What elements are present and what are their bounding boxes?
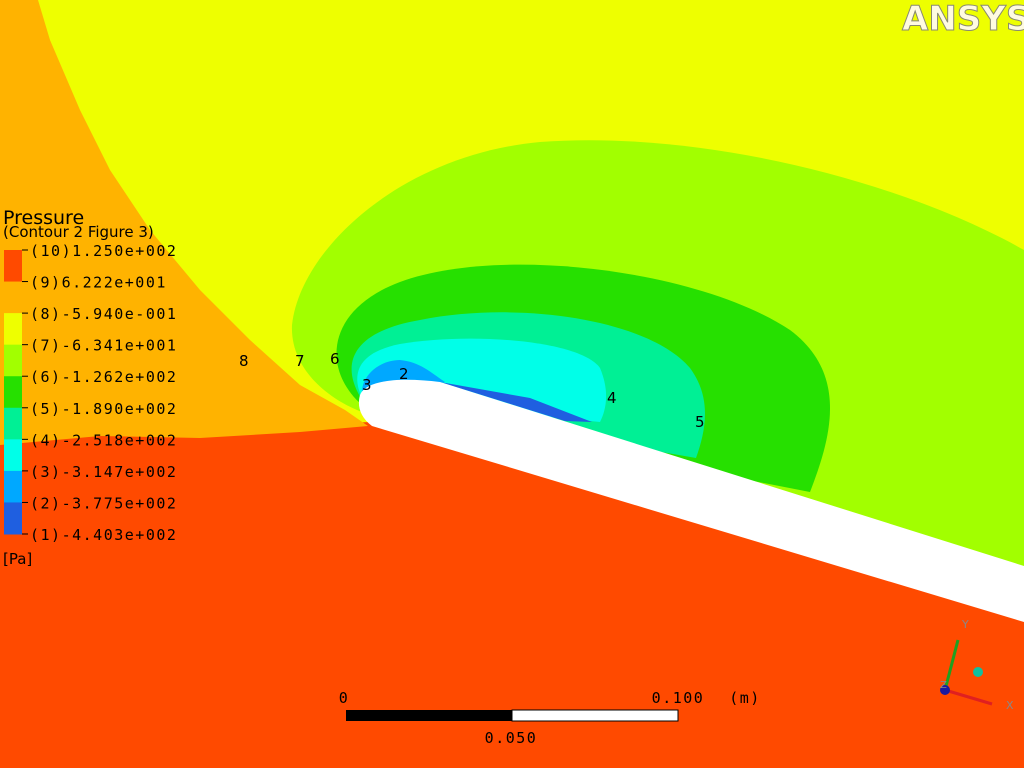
- contour-label: 5: [695, 413, 705, 431]
- triad-y-axis: [943, 639, 960, 691]
- legend-level: (3)-3.147e+002: [30, 463, 177, 481]
- scale-bar-white: [511, 709, 679, 722]
- legend-swatch: [4, 376, 22, 409]
- legend-swatch: [4, 313, 22, 346]
- scale-start: 0: [339, 689, 350, 707]
- triad-ball: [973, 667, 983, 677]
- scale-middle: 0.050: [485, 729, 538, 747]
- contour-label: 7: [295, 352, 305, 370]
- legend-unit: [Pa]: [3, 550, 32, 568]
- contour-label: 3: [362, 376, 372, 394]
- logo: ANSYS: [902, 0, 1024, 39]
- triad-x-label: X: [1006, 699, 1014, 712]
- contour-label: 4: [607, 389, 617, 407]
- legend-subtitle: (Contour 2 Figure 3): [3, 223, 154, 241]
- legend-level: (10)1.250e+002: [30, 242, 177, 260]
- contour-label: 8: [239, 352, 249, 370]
- scale-end: 0.100: [652, 689, 705, 707]
- legend-level: (7)-6.341e+001: [30, 337, 177, 355]
- contour-label: 6: [330, 350, 340, 368]
- scale-unit: (m): [729, 689, 761, 707]
- legend-level: (2)-3.775e+002: [30, 494, 177, 512]
- legend-swatch: [4, 344, 22, 377]
- legend-level: (9)6.222e+001: [30, 274, 167, 292]
- airfoil: [358, 379, 1024, 622]
- legend-swatch: [4, 439, 22, 472]
- legend-level: (6)-1.262e+002: [30, 368, 177, 386]
- legend-level: (8)-5.940e-001: [30, 305, 177, 323]
- legend-swatch: [4, 407, 22, 440]
- triad-y-label: Y: [961, 618, 969, 631]
- legend: (10)1.250e+002 (9)6.222e+001 (8)-5.940e-00…: [4, 242, 177, 544]
- legend-swatch: [4, 502, 22, 535]
- legend-title: Pressure: [3, 207, 84, 229]
- legend-swatch: [4, 281, 22, 314]
- triad: Y X Z: [940, 618, 1014, 712]
- contour-label: 2: [399, 365, 409, 383]
- legend-level: (4)-2.518e+002: [30, 431, 177, 449]
- legend-swatch: [4, 250, 22, 283]
- region-orange: [0, 0, 368, 445]
- triad-x-axis: [944, 688, 993, 706]
- triad-z-label: Z: [940, 680, 947, 691]
- scale-bar-black: [346, 710, 512, 721]
- legend-level: (5)-1.890e+002: [30, 400, 177, 418]
- legend-swatch: [4, 470, 22, 503]
- triad-origin: [940, 685, 950, 695]
- region-blue: [440, 382, 592, 422]
- legend-level: (1)-4.403e+002: [30, 526, 177, 544]
